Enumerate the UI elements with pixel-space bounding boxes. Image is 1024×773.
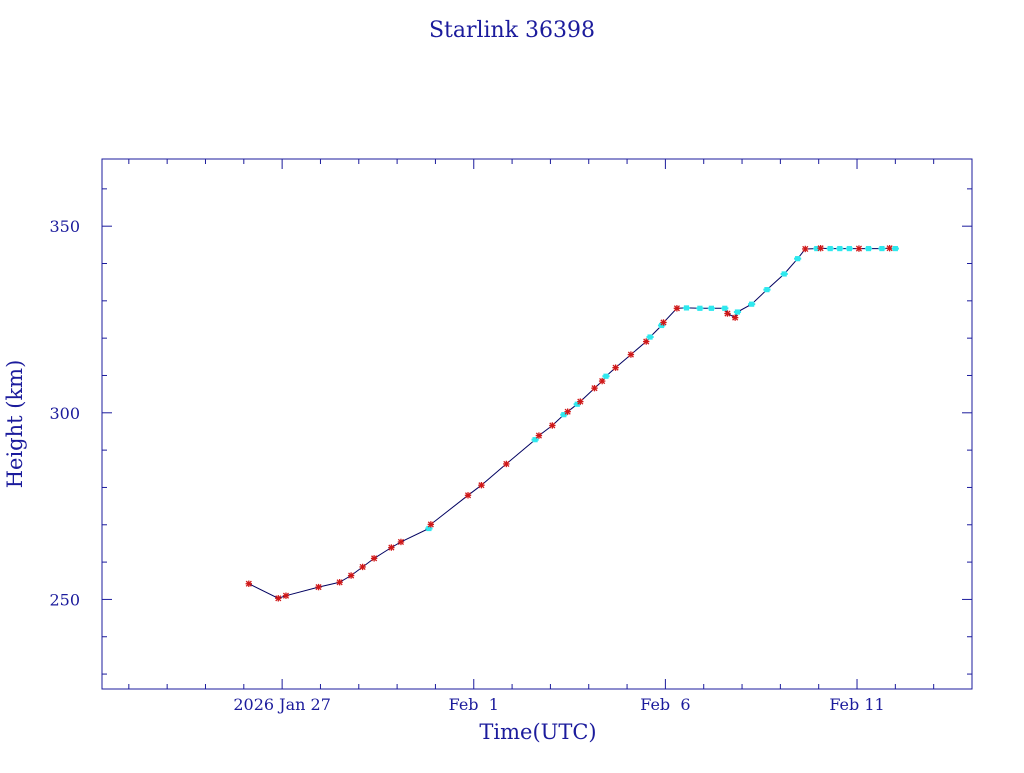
data-point-cyan xyxy=(657,322,666,329)
data-point-cyan xyxy=(794,256,802,262)
cyan-marker-bar xyxy=(891,247,899,250)
cyan-marker-bar xyxy=(646,336,654,339)
cyan-marker-bar xyxy=(748,303,756,306)
x-tick-label: Feb 11 xyxy=(829,695,884,714)
x-tick-label: 2026 Jan 27 xyxy=(233,695,331,714)
data-point-red xyxy=(359,563,366,571)
data-point-cyan xyxy=(763,287,771,293)
data-point-red xyxy=(612,364,619,371)
data-point-cyan xyxy=(780,271,788,277)
data-point-red xyxy=(577,398,584,405)
cyan-marker-bar xyxy=(826,247,834,250)
data-point-cyan xyxy=(864,245,873,252)
data-point-red xyxy=(731,314,739,321)
x-axis-label: Time(UTC) xyxy=(479,720,596,744)
data-point-red xyxy=(282,592,290,599)
data-point-cyan xyxy=(573,401,581,407)
data-point-red xyxy=(802,245,809,253)
data-point-cyan xyxy=(707,305,715,311)
cyan-marker-bar xyxy=(721,307,729,310)
data-point-red xyxy=(478,482,485,489)
cyan-marker-bar xyxy=(733,311,742,314)
data-point-red xyxy=(336,579,343,586)
data-point-cyan xyxy=(721,305,729,311)
data-point-cyan xyxy=(845,245,853,252)
data-point-cyan xyxy=(696,305,704,311)
cyan-marker-bar xyxy=(696,307,704,310)
data-point-red xyxy=(535,432,543,439)
data-point-cyan xyxy=(748,301,756,307)
data-point-red xyxy=(503,460,510,468)
cyan-marker-bar xyxy=(602,375,610,378)
data-point-cyan xyxy=(826,245,834,252)
cyan-marker-bar xyxy=(813,247,821,250)
data-point-red xyxy=(598,377,606,385)
cyan-marker-bar xyxy=(573,403,581,406)
data-point-red xyxy=(643,338,650,345)
data-point-red xyxy=(370,555,378,562)
y-tick-label: 300 xyxy=(49,404,80,423)
data-point-cyan xyxy=(836,245,844,252)
data-point-cyan xyxy=(878,245,886,252)
data-point-red xyxy=(660,319,667,326)
data-point-cyan xyxy=(891,245,899,252)
x-tick-label: Feb 6 xyxy=(640,695,690,714)
data-point-red xyxy=(397,538,405,546)
data-point-cyan xyxy=(560,412,568,418)
data-point-red xyxy=(427,521,435,528)
cyan-marker-bar xyxy=(763,288,771,291)
data-point-cyan xyxy=(813,245,821,252)
x-tick-labels: 2026 Jan 27 Feb 1 Feb 6 Feb 11 xyxy=(233,695,884,714)
data-point-red xyxy=(855,245,863,252)
cyan-marker-bar xyxy=(657,324,666,327)
data-point-cyan xyxy=(682,305,691,311)
cyan-marker-bar xyxy=(560,413,568,416)
data-point-red xyxy=(817,245,824,252)
cyan-marker-bar xyxy=(836,247,844,250)
data-point-red xyxy=(464,492,472,499)
data-point-red xyxy=(275,595,282,602)
cyan-marker-bar xyxy=(794,257,802,260)
x-tick-label: Feb 1 xyxy=(449,695,499,714)
data-point-cyan xyxy=(602,373,610,379)
series-line xyxy=(248,247,896,599)
data-point-red xyxy=(388,544,395,551)
data-point-red xyxy=(886,245,893,252)
data-point-red xyxy=(591,384,598,392)
data-point-cyan xyxy=(531,437,539,443)
data-markers xyxy=(245,245,899,602)
cyan-marker-bar xyxy=(780,272,788,275)
cyan-marker-bar xyxy=(682,306,691,309)
data-point-red xyxy=(549,422,556,429)
chart-title: Starlink 36398 xyxy=(429,18,595,43)
cyan-marker-bar xyxy=(707,307,715,310)
data-point-red xyxy=(564,408,571,415)
cyan-marker-bar xyxy=(425,527,433,530)
y-tick-label: 350 xyxy=(49,217,80,236)
data-point-cyan xyxy=(425,525,433,532)
y-tick-labels: 250 300 350 xyxy=(49,217,80,609)
data-point-red xyxy=(627,351,635,358)
data-point-red xyxy=(347,572,355,579)
data-point-cyan xyxy=(733,309,742,315)
data-point-cyan xyxy=(646,334,654,340)
plot-frame xyxy=(101,158,973,690)
y-tick-label: 250 xyxy=(49,590,80,609)
data-point-red xyxy=(673,305,681,312)
cyan-marker-bar xyxy=(878,247,886,250)
cyan-marker-bar xyxy=(845,247,853,250)
data-point-red xyxy=(245,580,252,587)
cyan-marker-bar xyxy=(864,247,873,250)
data-point-red xyxy=(724,310,731,317)
cyan-marker-bar xyxy=(531,438,539,441)
axis-ticks xyxy=(102,159,973,689)
data-point-red xyxy=(315,583,322,591)
y-axis-label: Height (km) xyxy=(3,360,27,489)
